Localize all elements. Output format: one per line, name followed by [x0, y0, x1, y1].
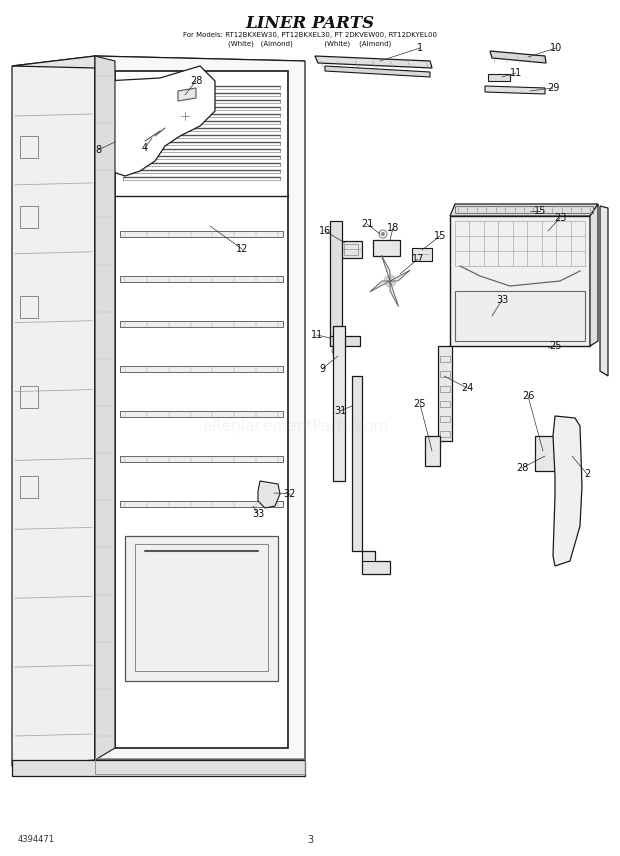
Polygon shape — [115, 71, 288, 748]
Polygon shape — [590, 204, 598, 346]
Text: 15: 15 — [434, 231, 446, 241]
Text: (White)   (Almond)              (White)    (Almond): (White) (Almond) (White) (Almond) — [228, 41, 392, 47]
Text: 32: 32 — [284, 489, 296, 499]
Polygon shape — [120, 456, 283, 462]
Polygon shape — [95, 56, 115, 760]
Circle shape — [384, 275, 396, 287]
Text: 16: 16 — [319, 226, 331, 236]
Polygon shape — [390, 270, 410, 281]
Text: 24: 24 — [461, 383, 473, 393]
Text: 4: 4 — [142, 143, 148, 153]
Polygon shape — [12, 56, 95, 766]
Text: 28: 28 — [516, 463, 528, 473]
Polygon shape — [120, 411, 283, 417]
Polygon shape — [120, 231, 283, 237]
Text: 8: 8 — [95, 145, 101, 155]
Polygon shape — [12, 760, 305, 776]
Text: LINER PARTS: LINER PARTS — [246, 15, 374, 32]
Polygon shape — [120, 501, 283, 507]
Polygon shape — [120, 276, 283, 282]
Text: 33: 33 — [496, 295, 508, 305]
Polygon shape — [373, 240, 400, 256]
Polygon shape — [381, 255, 390, 281]
Polygon shape — [330, 221, 342, 346]
Polygon shape — [325, 66, 430, 77]
Polygon shape — [450, 216, 590, 346]
Text: 17: 17 — [412, 254, 424, 264]
Text: 9: 9 — [319, 364, 325, 374]
Polygon shape — [105, 66, 215, 176]
Text: 1: 1 — [417, 43, 423, 53]
Text: 11: 11 — [311, 330, 323, 340]
Polygon shape — [412, 248, 432, 261]
Text: 26: 26 — [522, 391, 534, 401]
Text: eReplacementParts.com: eReplacementParts.com — [202, 419, 388, 433]
Text: 10: 10 — [550, 43, 562, 53]
Polygon shape — [178, 88, 196, 101]
Polygon shape — [330, 336, 360, 346]
Text: 4394471: 4394471 — [18, 835, 55, 845]
Text: 12: 12 — [236, 244, 248, 254]
Text: 3: 3 — [307, 835, 313, 845]
Polygon shape — [390, 281, 399, 306]
Polygon shape — [425, 436, 440, 466]
Polygon shape — [455, 291, 585, 341]
Polygon shape — [553, 416, 582, 566]
Text: 25: 25 — [414, 399, 427, 409]
Text: 31: 31 — [334, 406, 346, 416]
Text: 2: 2 — [584, 469, 590, 479]
Text: For Models: RT12BKXEW30, PT12BKXEL30, PT 2DKVEW00, RT12DKYEL00: For Models: RT12BKXEW30, PT12BKXEL30, PT… — [183, 32, 437, 38]
Polygon shape — [95, 56, 305, 760]
Text: 33: 33 — [252, 509, 264, 519]
Polygon shape — [485, 86, 545, 94]
Polygon shape — [370, 281, 390, 292]
Polygon shape — [352, 376, 362, 551]
Polygon shape — [362, 551, 390, 574]
Circle shape — [382, 243, 392, 253]
Circle shape — [381, 232, 385, 236]
Text: 11: 11 — [510, 68, 522, 78]
Text: 28: 28 — [190, 76, 202, 86]
Text: 23: 23 — [554, 213, 566, 223]
Polygon shape — [600, 206, 608, 376]
Polygon shape — [438, 346, 452, 441]
Polygon shape — [125, 536, 278, 681]
Polygon shape — [315, 56, 432, 68]
Polygon shape — [490, 51, 546, 63]
Polygon shape — [120, 321, 283, 327]
Text: 25: 25 — [549, 341, 561, 351]
Text: 21: 21 — [361, 219, 373, 229]
Circle shape — [248, 502, 252, 506]
Polygon shape — [333, 326, 345, 481]
Polygon shape — [12, 56, 305, 71]
Text: 18: 18 — [387, 223, 399, 233]
Polygon shape — [340, 241, 362, 258]
Polygon shape — [258, 481, 280, 508]
Polygon shape — [450, 204, 598, 216]
Polygon shape — [488, 74, 510, 81]
Text: 15: 15 — [534, 206, 546, 216]
Text: 29: 29 — [547, 83, 559, 93]
Polygon shape — [120, 366, 283, 372]
Polygon shape — [535, 436, 558, 471]
